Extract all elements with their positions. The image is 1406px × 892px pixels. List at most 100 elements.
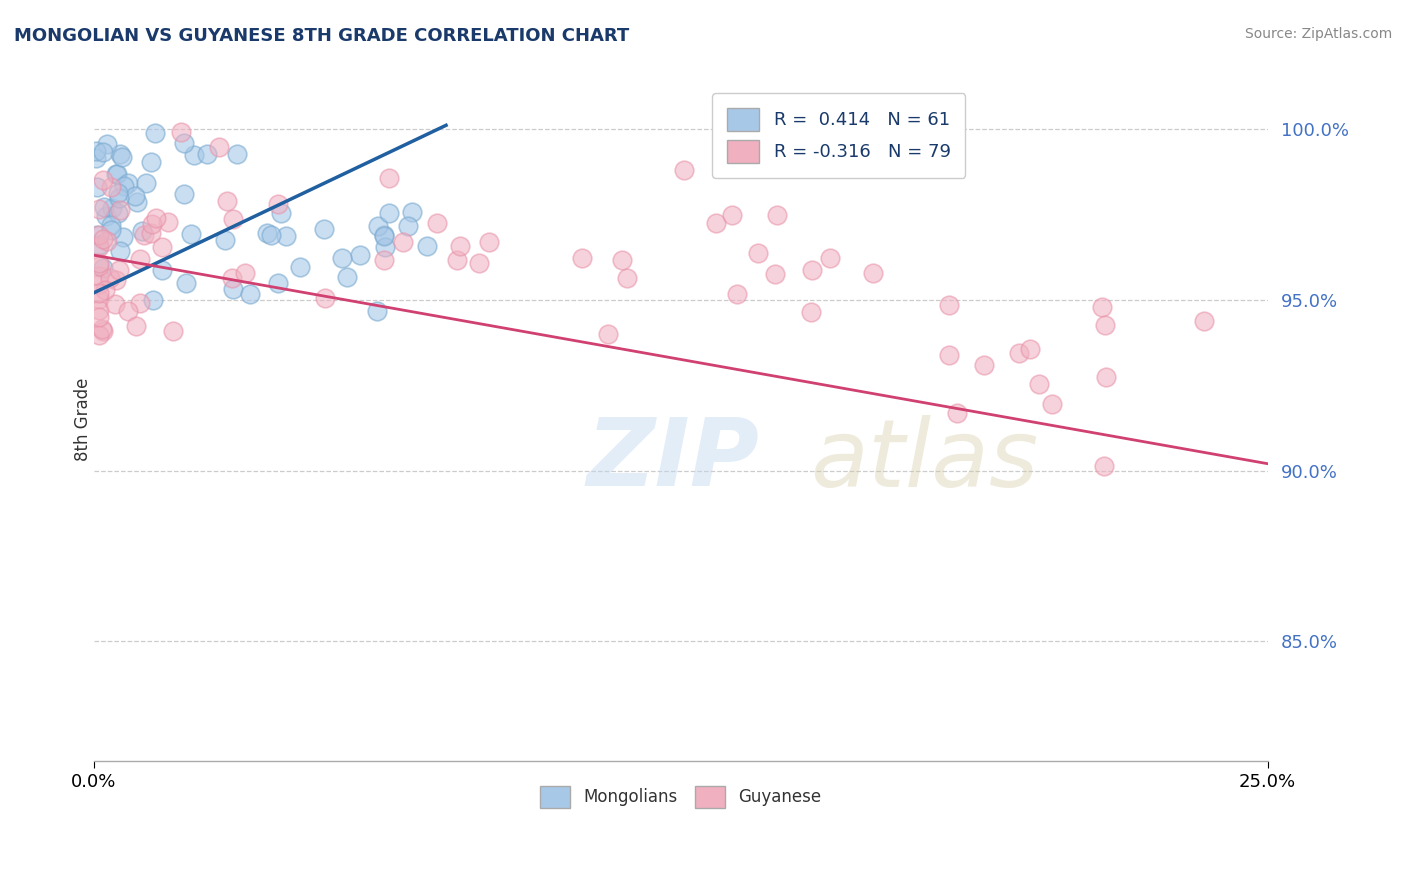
Point <box>820 251 842 265</box>
Point <box>101 201 124 215</box>
Point <box>373 228 395 243</box>
Point <box>367 219 389 233</box>
Point <box>290 260 312 274</box>
Point <box>195 147 218 161</box>
Point <box>174 276 197 290</box>
Point <box>426 216 449 230</box>
Point <box>124 318 146 333</box>
Point <box>169 125 191 139</box>
Point <box>98 271 121 285</box>
Point <box>256 226 278 240</box>
Point <box>104 297 127 311</box>
Point <box>938 298 960 312</box>
Point <box>87 202 110 216</box>
Point <box>142 293 165 308</box>
Point <box>571 251 593 265</box>
Point <box>129 252 152 266</box>
Point <box>336 270 359 285</box>
Point <box>214 233 236 247</box>
Point <box>274 229 297 244</box>
Point <box>143 126 166 140</box>
Point <box>108 191 131 205</box>
Point <box>100 219 122 233</box>
Point <box>704 215 727 229</box>
Point <box>378 170 401 185</box>
Point <box>1008 346 1031 360</box>
Point <box>162 324 184 338</box>
Point <box>1094 318 1116 333</box>
Point <box>105 273 128 287</box>
Point <box>135 177 157 191</box>
Point <box>94 283 117 297</box>
Point <box>222 211 245 226</box>
Point <box>107 186 129 200</box>
Point <box>801 262 824 277</box>
Point <box>111 150 134 164</box>
Point <box>612 253 634 268</box>
Point <box>1092 459 1115 474</box>
Point <box>239 287 262 301</box>
Point <box>616 270 638 285</box>
Point <box>90 322 112 336</box>
Point <box>1040 397 1063 411</box>
Point <box>87 260 110 274</box>
Point <box>260 227 283 242</box>
Point <box>373 227 395 242</box>
Point <box>270 206 292 220</box>
Point <box>598 326 620 341</box>
Point <box>763 267 786 281</box>
Point <box>446 252 468 267</box>
Point <box>478 235 501 249</box>
Point <box>100 223 122 237</box>
Point <box>86 151 108 165</box>
Point <box>87 302 110 317</box>
Point <box>725 287 748 301</box>
Point <box>86 180 108 194</box>
Point <box>117 304 139 318</box>
Point <box>266 276 288 290</box>
Point <box>129 295 152 310</box>
Point <box>91 145 114 160</box>
Point <box>401 205 423 219</box>
Point <box>373 253 395 268</box>
Point <box>946 406 969 420</box>
Point <box>150 240 173 254</box>
Point <box>800 305 823 319</box>
Point <box>396 219 419 233</box>
Point <box>349 248 371 262</box>
Point <box>183 148 205 162</box>
Point <box>112 178 135 193</box>
Point <box>374 240 396 254</box>
Point <box>208 139 231 153</box>
Point <box>124 188 146 202</box>
Point <box>1019 342 1042 356</box>
Point <box>312 221 335 235</box>
Point <box>96 235 118 249</box>
Point <box>314 291 336 305</box>
Point <box>100 180 122 194</box>
Text: MONGOLIAN VS GUYANESE 8TH GRADE CORRELATION CHART: MONGOLIAN VS GUYANESE 8TH GRADE CORRELAT… <box>14 27 630 45</box>
Point <box>84 144 107 158</box>
Y-axis label: 8th Grade: 8th Grade <box>75 377 91 461</box>
Point <box>132 227 155 242</box>
Point <box>468 256 491 270</box>
Point <box>416 239 439 253</box>
Point <box>139 226 162 240</box>
Point <box>87 269 110 284</box>
Point <box>87 277 110 291</box>
Point <box>862 266 884 280</box>
Point <box>173 136 195 151</box>
Point <box>87 255 110 269</box>
Point <box>449 239 471 253</box>
Point <box>145 211 167 226</box>
Point <box>180 227 202 241</box>
Point <box>87 327 110 342</box>
Point <box>221 270 243 285</box>
Point <box>330 251 353 265</box>
Text: atlas: atlas <box>810 415 1038 506</box>
Point <box>91 260 114 275</box>
Point <box>173 186 195 201</box>
Point <box>108 147 131 161</box>
Point <box>1194 314 1216 328</box>
Point <box>87 227 110 242</box>
